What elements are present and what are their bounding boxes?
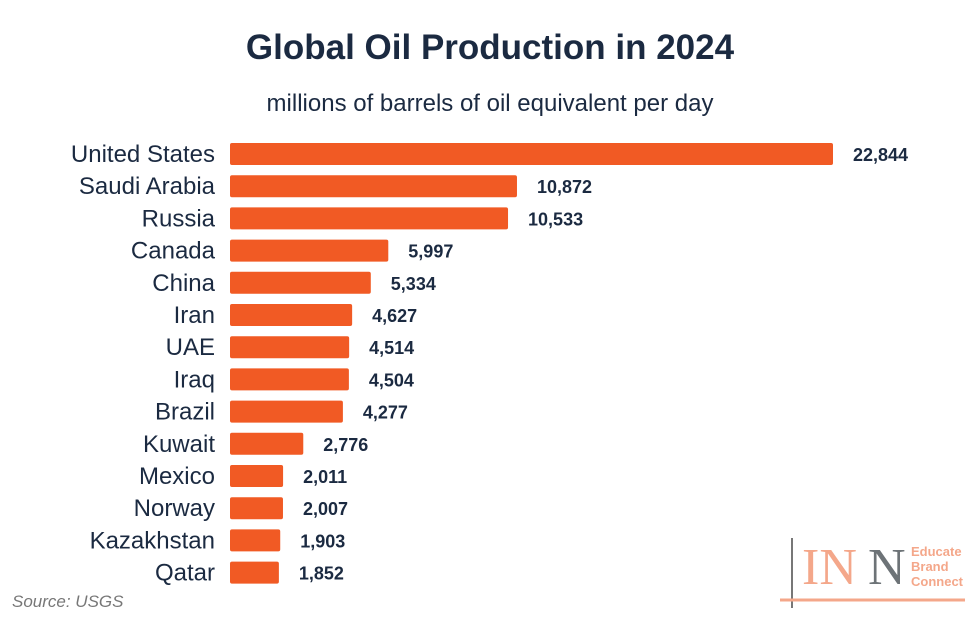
category-label: Qatar (155, 560, 215, 587)
category-label: Kazakhstan (90, 527, 215, 554)
bar (230, 497, 283, 520)
source-note: Source: USGS (12, 592, 124, 611)
category-label: United States (71, 141, 215, 168)
bar (230, 239, 389, 262)
category-label: Kuwait (143, 431, 215, 458)
bar (230, 529, 281, 552)
category-label: Canada (131, 238, 216, 265)
category-label: Norway (134, 495, 215, 522)
inn-logo: IN N Educate Brand Connect (780, 538, 965, 608)
value-label: 22,844 (853, 145, 908, 165)
bar (230, 304, 353, 326)
category-label: Iran (174, 302, 215, 329)
category-label: Iraq (174, 366, 215, 393)
category-label: Mexico (139, 463, 215, 490)
value-label: 4,504 (369, 370, 414, 390)
bar (230, 465, 284, 487)
category-label: UAE (166, 334, 215, 361)
category-label: Brazil (155, 399, 215, 426)
value-label: 4,514 (369, 338, 414, 358)
svg-text:Connect: Connect (911, 574, 964, 589)
value-label: 4,627 (372, 306, 417, 326)
bar (230, 271, 371, 294)
value-label: 10,872 (537, 177, 592, 197)
category-label: Russia (142, 205, 216, 232)
value-label: 2,011 (303, 467, 347, 487)
bar (230, 336, 350, 359)
value-label: 5,334 (391, 274, 436, 294)
chart-title: Global Oil Production in 2024 (245, 28, 735, 67)
svg-text:Brand: Brand (911, 559, 949, 574)
svg-text:IN: IN (802, 539, 857, 596)
bar (230, 400, 343, 423)
category-label: China (152, 270, 215, 297)
bar (230, 432, 304, 455)
value-label: 10,533 (528, 209, 583, 229)
bar (230, 143, 833, 165)
bar (230, 368, 349, 391)
bar (230, 207, 509, 230)
bar (230, 561, 279, 584)
svg-text:Educate: Educate (911, 544, 962, 559)
value-label: 1,903 (300, 531, 345, 551)
value-label: 2,007 (303, 499, 348, 519)
bar (230, 175, 517, 198)
chart-subtitle: millions of barrels of oil equivalent pe… (266, 90, 714, 117)
value-label: 4,277 (363, 403, 408, 423)
value-label: 1,852 (299, 564, 344, 584)
value-label: 2,776 (323, 435, 368, 455)
category-label: Saudi Arabia (79, 173, 216, 200)
svg-text:N: N (868, 539, 906, 596)
value-label: 5,997 (408, 242, 453, 262)
